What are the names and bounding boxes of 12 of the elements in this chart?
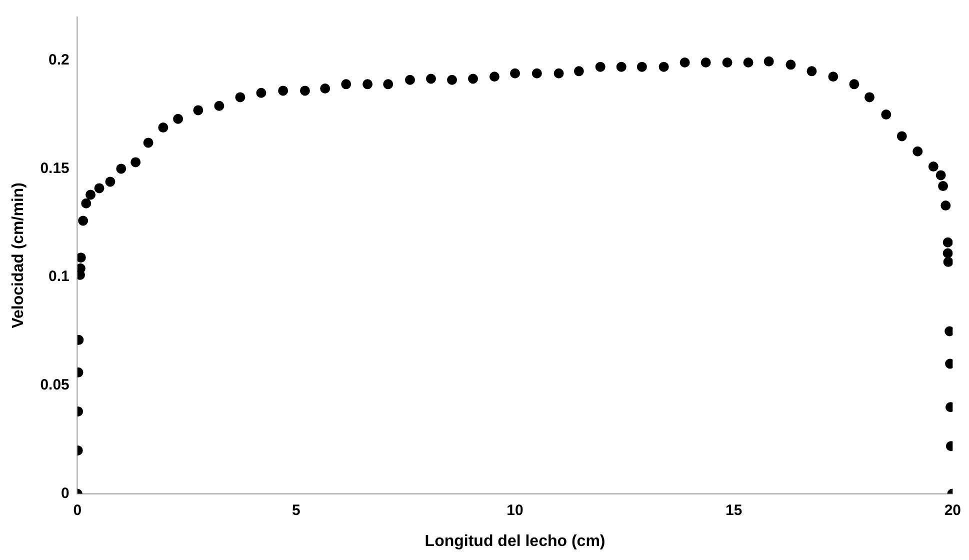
y-tick-label: 0.15 (40, 160, 70, 177)
x-tick-label: 5 (292, 502, 300, 519)
y-tick-label: 0.2 (48, 51, 70, 68)
x-tick-label: 20 (944, 502, 961, 519)
y-tick-label: 0 (61, 484, 70, 502)
y-tick-label: 0.05 (40, 376, 70, 394)
x-tick-label: 0 (73, 502, 82, 519)
y-axis-title: Velocidad (cm/min) (10, 182, 28, 328)
x-tick-label: 10 (506, 502, 524, 519)
x-axis-title: Longitud del lecho (cm) (424, 532, 606, 550)
y-tick-label: 0.1 (48, 268, 70, 286)
x-tick-label: 15 (726, 502, 742, 519)
